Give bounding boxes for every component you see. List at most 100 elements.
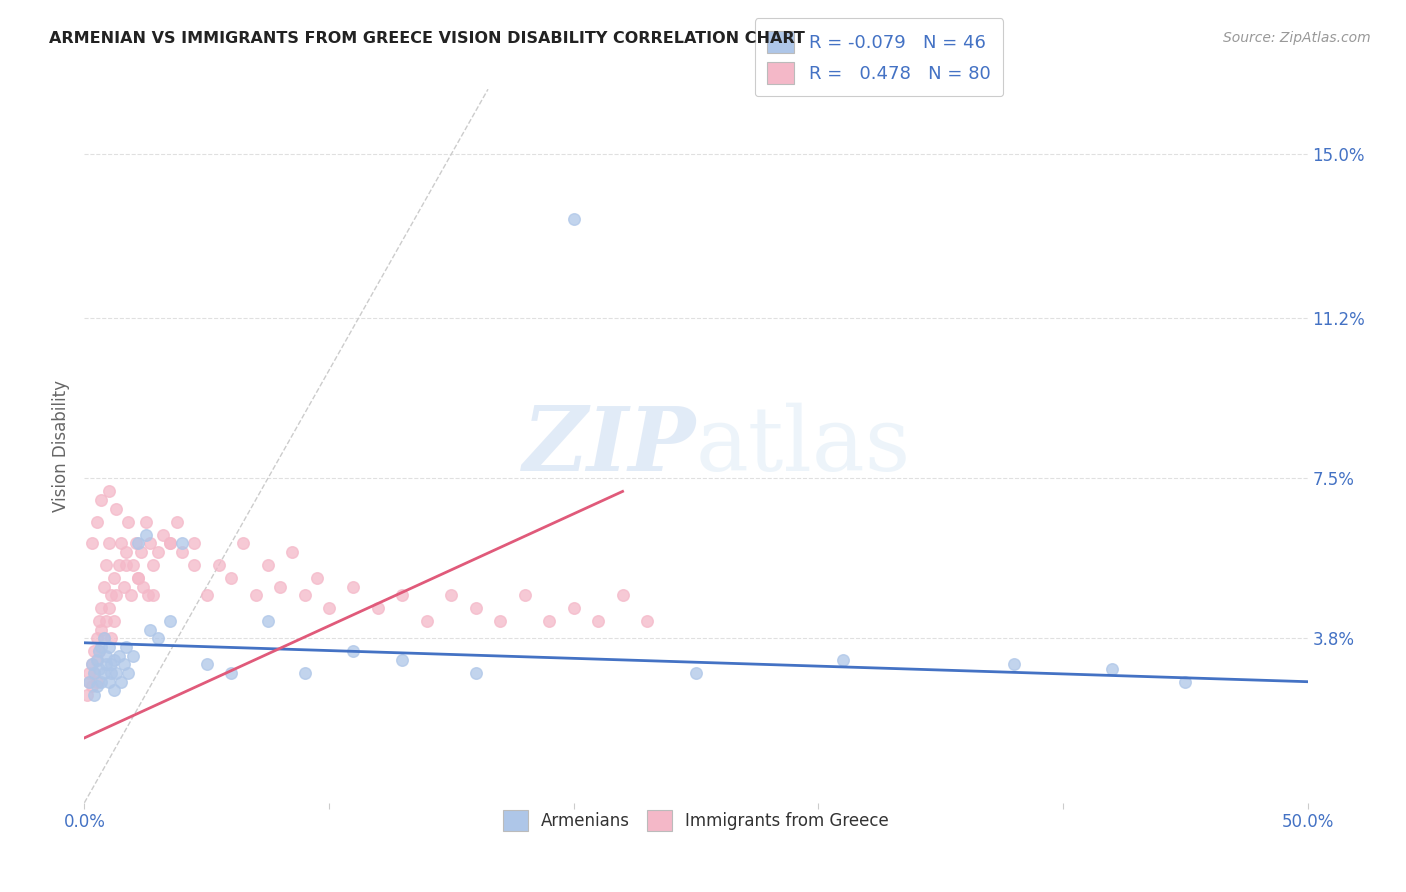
Point [112, 657, 135, 672]
Point [416, 614, 439, 628]
Point [257, 558, 280, 572]
Point [195, 657, 218, 672]
Point [132, 580, 155, 594]
Point [257, 614, 280, 628]
Point [127, 571, 149, 585]
Point [831, 653, 853, 667]
Point [112, 580, 135, 594]
Point [117, 515, 139, 529]
Point [219, 666, 242, 681]
Point [100, 666, 122, 681]
Point [120, 588, 142, 602]
Point [129, 545, 152, 559]
Point [139, 623, 162, 637]
Point [77, 674, 100, 689]
Point [305, 571, 328, 585]
Point [269, 580, 291, 594]
Point [110, 536, 132, 550]
Point [281, 545, 304, 559]
Text: Source: ZipAtlas.com: Source: ZipAtlas.com [1223, 31, 1371, 45]
Point [115, 545, 138, 559]
Point [96, 614, 118, 628]
Point [87, 644, 110, 658]
Point [146, 632, 169, 646]
Point [93, 666, 115, 681]
Point [183, 536, 205, 550]
Point [612, 588, 634, 602]
Point [139, 536, 162, 550]
Point [80, 536, 103, 550]
Point [105, 588, 128, 602]
Point [97, 601, 120, 615]
Point [142, 558, 165, 572]
Point [90, 601, 112, 615]
Point [464, 666, 486, 681]
Point [586, 614, 609, 628]
Point [83, 644, 105, 658]
Point [172, 545, 194, 559]
Point [93, 632, 115, 646]
Point [127, 571, 149, 585]
Point [142, 588, 165, 602]
Point [96, 657, 118, 672]
Point [115, 558, 138, 572]
Point [1174, 674, 1197, 689]
Point [80, 657, 103, 672]
Point [245, 588, 267, 602]
Point [86, 632, 108, 646]
Point [440, 588, 463, 602]
Point [172, 536, 194, 550]
Point [562, 601, 585, 615]
Point [80, 679, 103, 693]
Point [86, 653, 108, 667]
Point [318, 601, 340, 615]
Point [96, 558, 118, 572]
Point [294, 666, 316, 681]
Point [146, 545, 169, 559]
Point [83, 666, 105, 681]
Point [83, 688, 105, 702]
Point [107, 558, 129, 572]
Point [159, 536, 181, 550]
Point [342, 644, 364, 658]
Point [232, 536, 254, 550]
Point [90, 493, 112, 508]
Point [97, 536, 120, 550]
Point [513, 588, 536, 602]
Point [80, 657, 103, 672]
Point [391, 588, 413, 602]
Point [195, 588, 218, 602]
Text: ARMENIAN VS IMMIGRANTS FROM GREECE VISION DISABILITY CORRELATION CHART: ARMENIAN VS IMMIGRANTS FROM GREECE VISIO… [49, 31, 806, 46]
Point [538, 614, 561, 628]
Point [127, 536, 149, 550]
Point [117, 666, 139, 681]
Point [93, 580, 115, 594]
Point [294, 588, 316, 602]
Point [86, 674, 108, 689]
Point [93, 632, 115, 646]
Point [159, 536, 181, 550]
Point [562, 211, 585, 226]
Point [208, 558, 231, 572]
Point [103, 683, 125, 698]
Point [105, 666, 128, 681]
Point [135, 515, 157, 529]
Point [391, 653, 413, 667]
Point [135, 527, 157, 541]
Point [685, 666, 707, 681]
Point [86, 679, 108, 693]
Point [100, 588, 122, 602]
Point [122, 648, 145, 663]
Point [76, 688, 98, 702]
Point [136, 588, 159, 602]
Point [122, 558, 145, 572]
Point [103, 614, 125, 628]
Point [77, 666, 100, 681]
Point [83, 666, 105, 681]
Point [86, 515, 108, 529]
Point [166, 515, 188, 529]
Point [96, 648, 118, 663]
Point [103, 571, 125, 585]
Point [87, 662, 110, 676]
Point [97, 484, 120, 499]
